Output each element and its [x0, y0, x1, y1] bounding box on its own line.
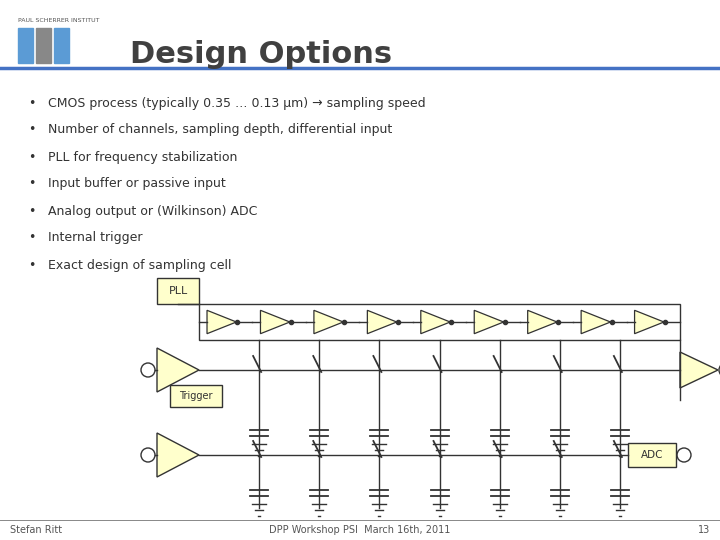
Polygon shape — [261, 310, 290, 334]
Polygon shape — [367, 310, 397, 334]
Polygon shape — [157, 433, 199, 477]
Text: •: • — [28, 151, 35, 164]
Polygon shape — [207, 310, 236, 334]
Text: •: • — [28, 97, 35, 110]
Polygon shape — [634, 310, 664, 334]
Polygon shape — [680, 352, 718, 388]
Text: Number of channels, sampling depth, differential input: Number of channels, sampling depth, diff… — [48, 124, 392, 137]
Text: •: • — [28, 124, 35, 137]
Text: •: • — [28, 205, 35, 218]
Text: PLL: PLL — [168, 286, 188, 296]
Text: Input buffer or passive input: Input buffer or passive input — [48, 178, 226, 191]
Polygon shape — [157, 348, 199, 392]
Bar — [170, 385, 222, 407]
Text: ADC: ADC — [641, 450, 663, 460]
Text: Stefan Ritt: Stefan Ritt — [10, 525, 62, 535]
Text: PAUL SCHERRER INSTITUT: PAUL SCHERRER INSTITUT — [18, 18, 99, 23]
Bar — [36, 28, 51, 63]
Text: CMOS process (typically 0.35 … 0.13 μm) → sampling speed: CMOS process (typically 0.35 … 0.13 μm) … — [48, 97, 426, 110]
Bar — [54, 28, 69, 63]
Text: 13: 13 — [698, 525, 710, 535]
Bar — [199, 304, 680, 340]
Bar — [157, 278, 199, 304]
Polygon shape — [528, 310, 557, 334]
Polygon shape — [420, 310, 450, 334]
Text: Exact design of sampling cell: Exact design of sampling cell — [48, 259, 232, 272]
Bar — [18, 28, 33, 63]
Text: PLL for frequency stabilization: PLL for frequency stabilization — [48, 151, 238, 164]
Text: Analog output or (Wilkinson) ADC: Analog output or (Wilkinson) ADC — [48, 205, 257, 218]
Text: DPP Workshop PSI  March 16th, 2011: DPP Workshop PSI March 16th, 2011 — [269, 525, 451, 535]
Text: •: • — [28, 259, 35, 272]
Polygon shape — [474, 310, 503, 334]
Text: •: • — [28, 178, 35, 191]
Text: Design Options: Design Options — [130, 40, 392, 69]
Text: Internal trigger: Internal trigger — [48, 232, 143, 245]
Polygon shape — [314, 310, 343, 334]
Bar — [628, 443, 676, 467]
Polygon shape — [581, 310, 611, 334]
Text: •: • — [28, 232, 35, 245]
Text: Trigger: Trigger — [179, 391, 212, 401]
